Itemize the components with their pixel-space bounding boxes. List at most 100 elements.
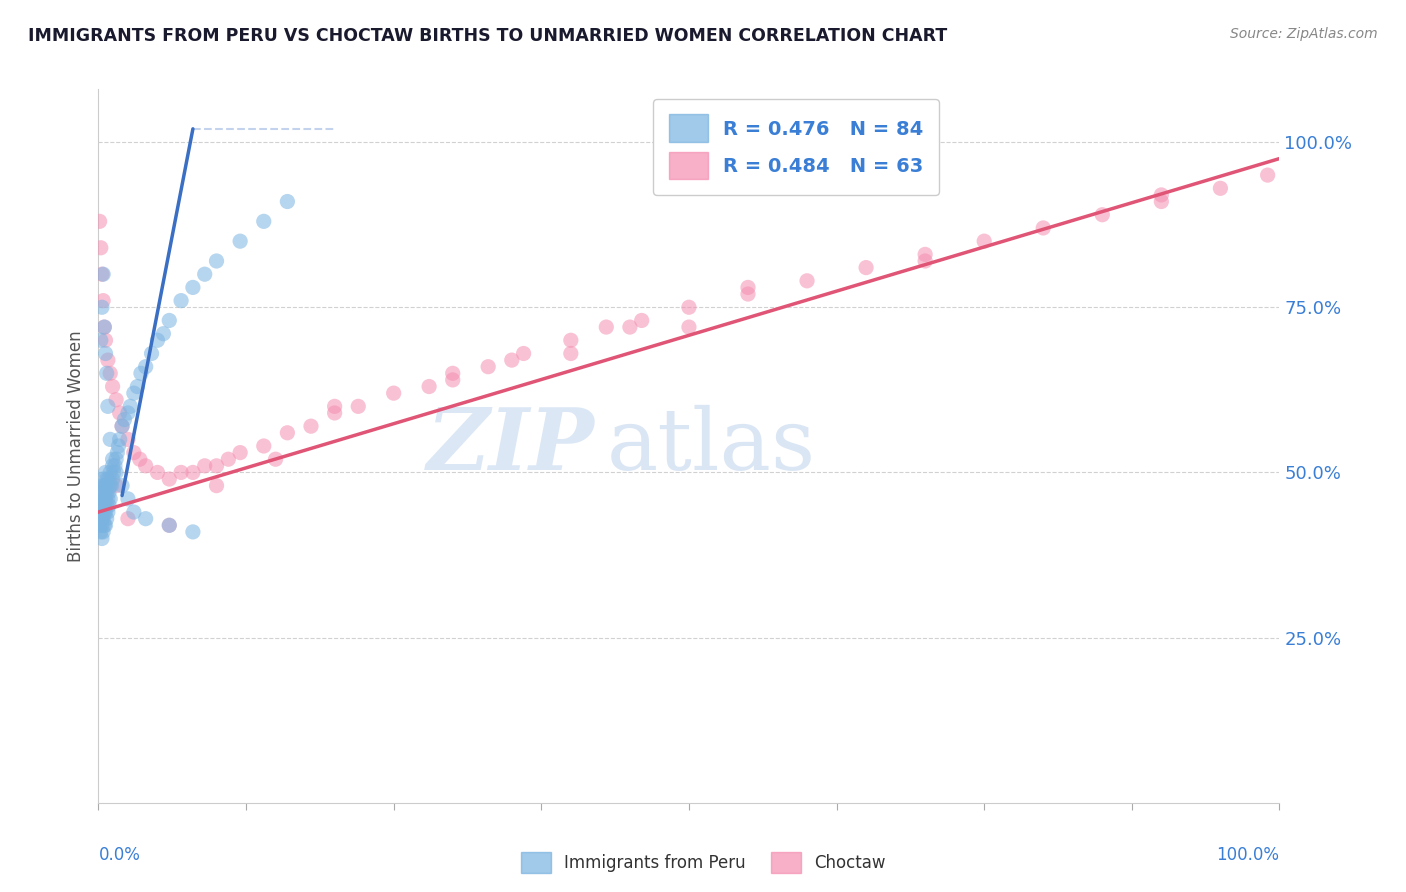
Legend: R = 0.476   N = 84, R = 0.484   N = 63: R = 0.476 N = 84, R = 0.484 N = 63 [654,99,939,194]
Point [98,472,121,486]
Point [170,466,193,480]
Point [96,485,118,500]
Point [111,419,134,434]
Point [127,379,149,393]
Point [122,445,145,459]
Point [91,267,114,281]
Point [205,478,228,492]
Point [441,373,464,387]
Point [98,433,121,447]
Point [89,505,111,519]
Point [94,491,117,506]
Point [97,478,120,492]
Point [630,313,652,327]
Point [96,499,118,513]
Point [90,511,112,525]
Point [194,267,217,281]
Point [91,524,114,539]
Point [135,511,157,525]
Point [98,485,121,500]
Point [105,478,128,492]
Point [107,439,129,453]
Point [276,425,298,440]
Point [94,478,117,492]
Point [90,499,112,513]
Point [973,234,995,248]
Point [170,293,193,308]
Point [181,524,204,539]
Point [253,439,276,453]
Point [94,333,117,347]
Point [91,505,114,519]
Point [1209,181,1232,195]
Point [117,433,139,447]
Point [105,445,128,459]
Point [205,458,228,473]
Point [560,346,582,360]
Point [91,511,114,525]
Point [1150,194,1173,209]
Point [217,452,239,467]
Point [98,466,121,480]
Point [91,293,114,308]
Point [157,518,180,533]
Text: Source: ZipAtlas.com: Source: ZipAtlas.com [1230,27,1378,41]
Point [98,499,121,513]
Text: IMMIGRANTS FROM PERU VS CHOCTAW BIRTHS TO UNMARRIED WOMEN CORRELATION CHART: IMMIGRANTS FROM PERU VS CHOCTAW BIRTHS T… [28,27,948,45]
Point [112,412,135,426]
Point [157,472,180,486]
Point [98,478,121,492]
Point [91,491,114,506]
Point [93,320,115,334]
Point [93,505,115,519]
Point [101,472,124,486]
Point [323,400,346,414]
Point [157,518,180,533]
Point [737,280,759,294]
Point [1032,221,1054,235]
Point [91,472,114,486]
Point [299,419,322,434]
Point [91,485,114,500]
Point [117,511,139,525]
Point [93,499,115,513]
Point [91,267,114,281]
Point [560,333,582,347]
Point [101,379,124,393]
Point [91,511,114,525]
Point [91,300,114,314]
Point [108,433,131,447]
Point [152,326,174,341]
Point [111,419,134,434]
Point [105,392,128,407]
Point [105,452,128,467]
Point [737,287,759,301]
Point [91,499,114,513]
Point [93,320,115,334]
Point [194,458,217,473]
Point [253,214,276,228]
Point [117,491,139,506]
Point [111,478,134,492]
Point [595,320,617,334]
Point [94,346,117,360]
Point [122,505,145,519]
Point [104,458,127,473]
Point [96,511,118,525]
Point [382,386,405,401]
Point [418,379,440,393]
Point [93,518,115,533]
Point [157,313,180,327]
Point [441,367,464,381]
Point [91,518,114,533]
Point [89,511,111,525]
Point [97,491,120,506]
Point [94,505,117,519]
Point [108,406,131,420]
Point [117,406,139,420]
Point [141,346,163,360]
Point [229,234,252,248]
Point [120,400,142,414]
Text: 100.0%: 100.0% [1216,846,1279,863]
Point [91,532,114,546]
